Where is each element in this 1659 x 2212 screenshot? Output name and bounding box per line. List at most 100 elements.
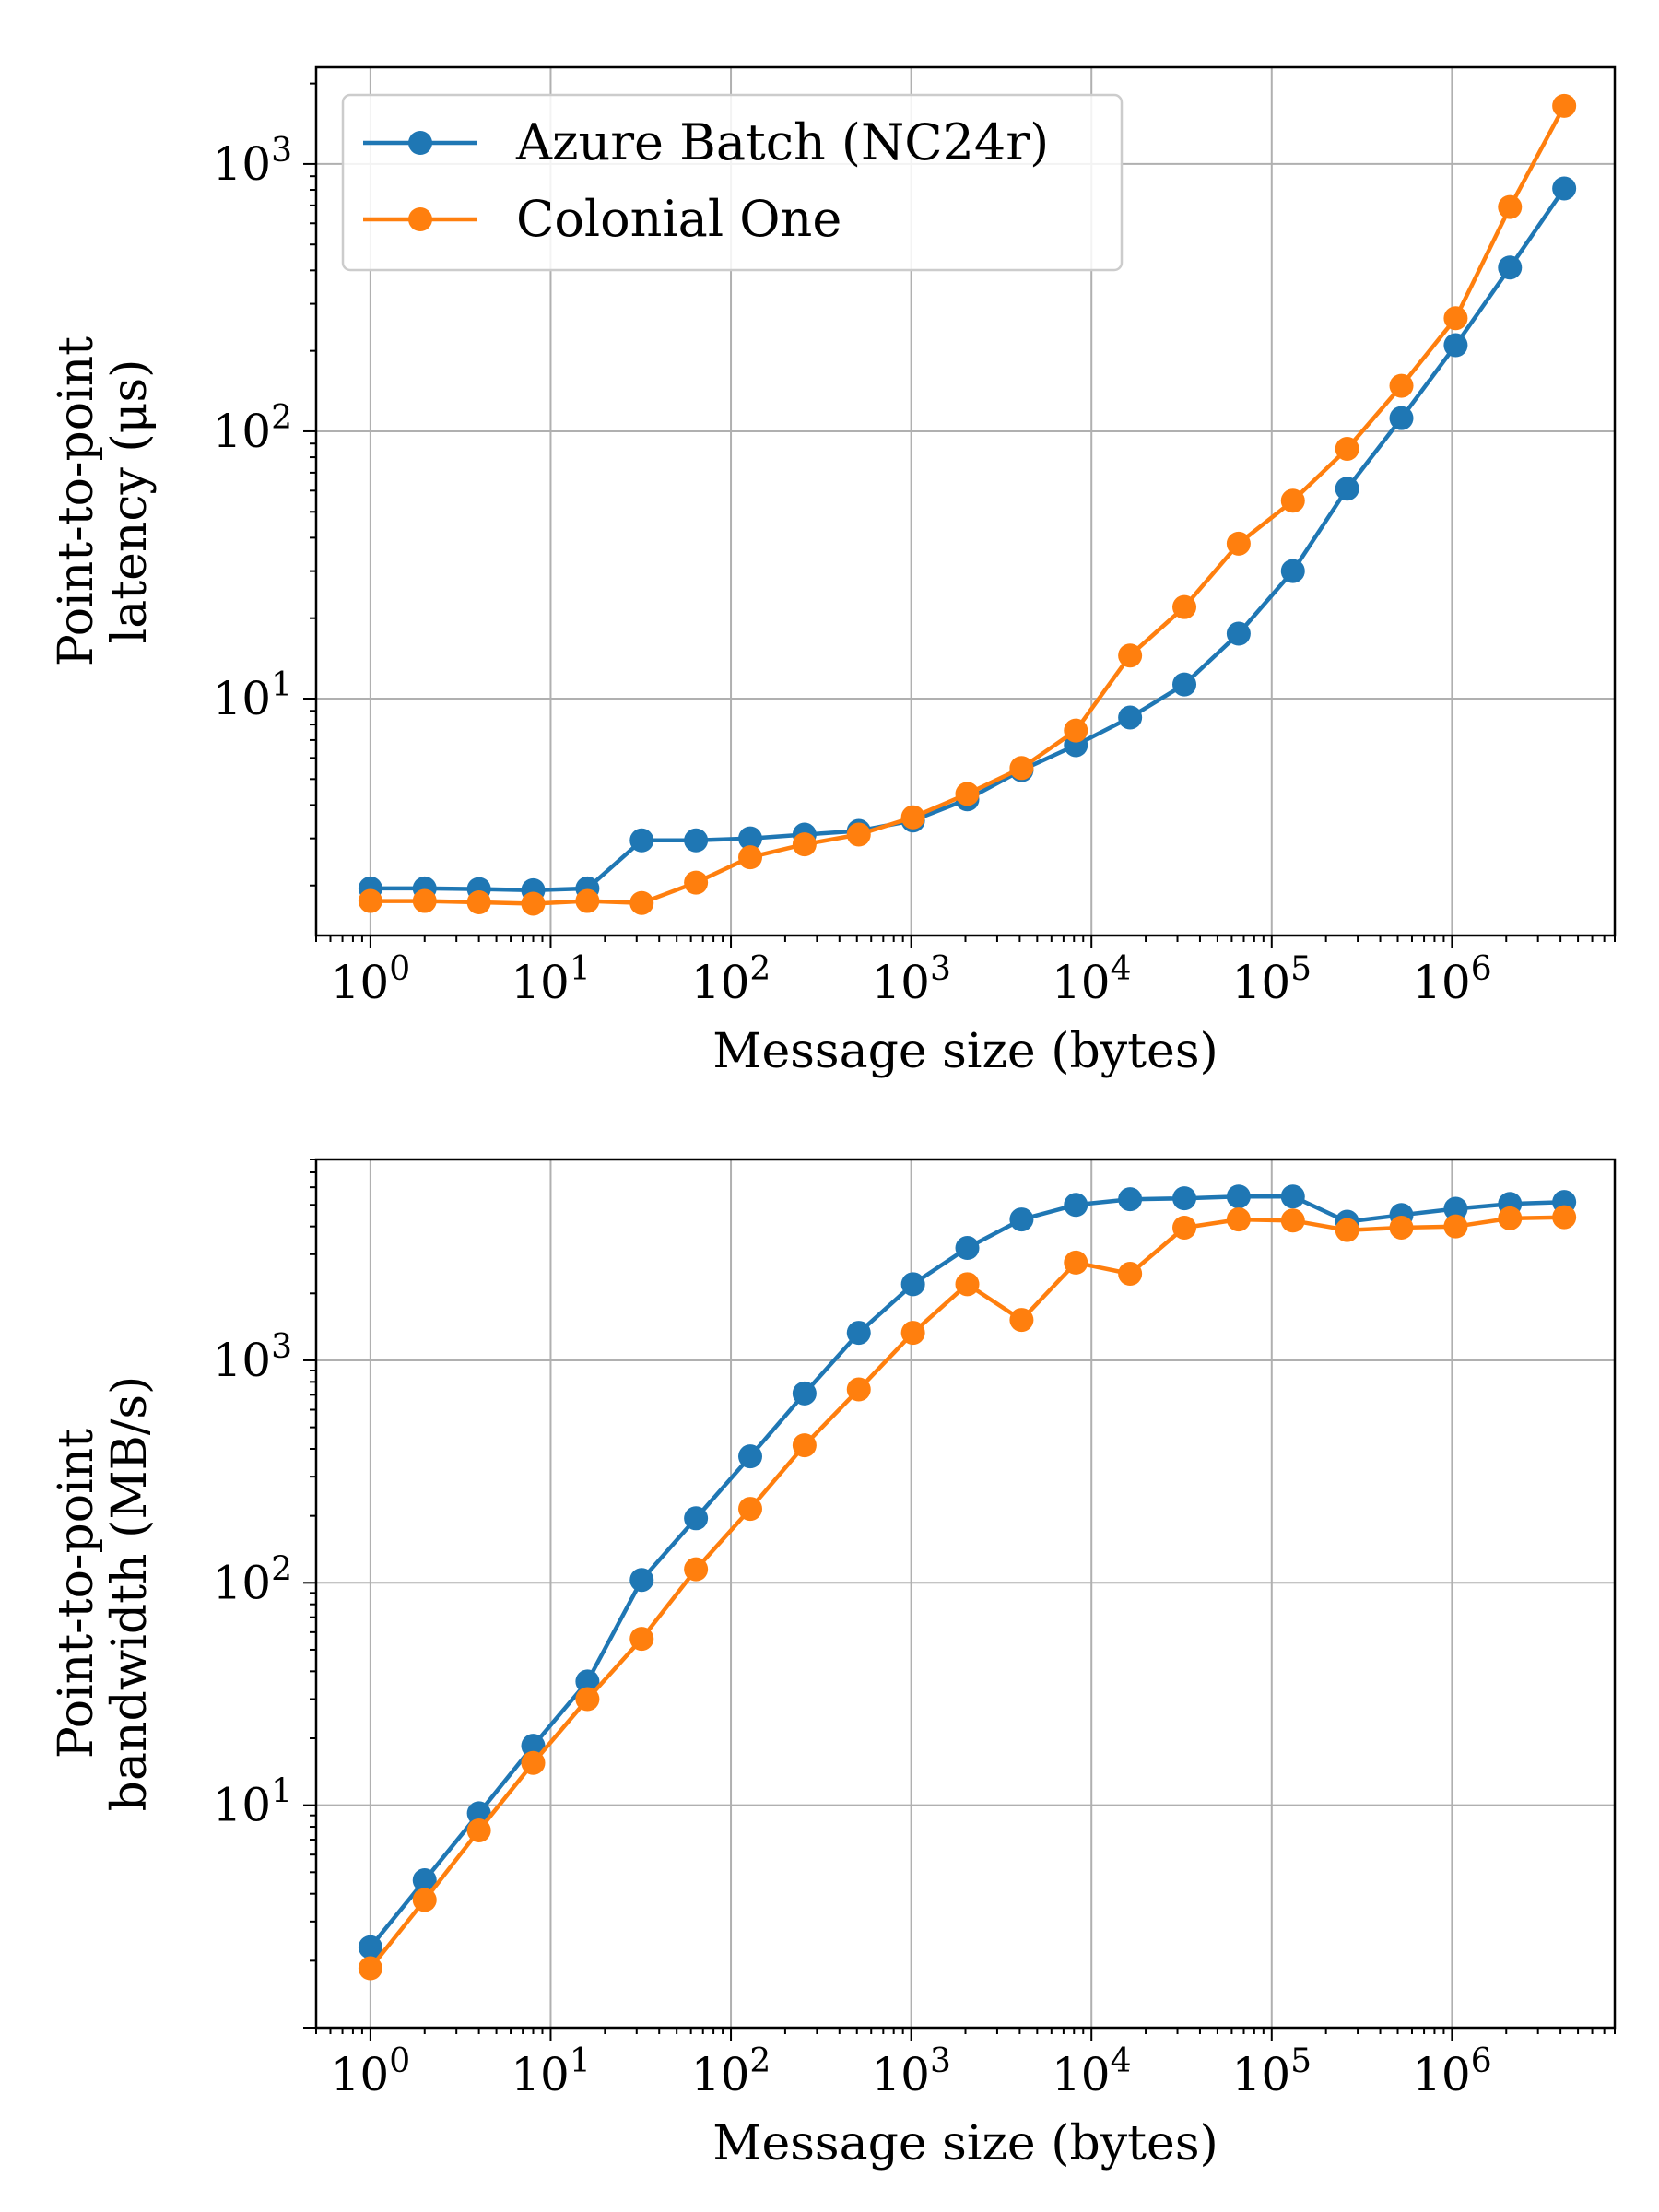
data-point	[1280, 559, 1305, 583]
data-point	[900, 1272, 925, 1297]
data-point	[1389, 1215, 1414, 1240]
data-point	[1009, 1308, 1034, 1333]
data-point	[738, 1444, 763, 1469]
data-point	[521, 891, 546, 916]
data-point	[521, 1734, 546, 1759]
data-point	[1226, 621, 1251, 646]
x-tick-label: 104	[1052, 2042, 1132, 2101]
data-point	[1064, 1193, 1088, 1218]
data-point	[412, 1888, 437, 1912]
plot-frame	[314, 65, 1617, 937]
y-axis-label: Point-to-pointbandwidth (MB/s)	[49, 1376, 158, 1812]
data-point	[1552, 176, 1577, 201]
data-point	[955, 1272, 980, 1297]
x-tick-label: 105	[1232, 950, 1312, 1009]
data-point	[575, 1669, 600, 1694]
bandwidth-chart: 100 101 102 103 104 105 106 101 102 103 Message si…	[49, 1158, 1617, 2171]
data-point	[1443, 333, 1468, 358]
x-tick-label: 100	[331, 950, 411, 1009]
data-point	[846, 1321, 871, 1346]
data-point	[629, 1568, 654, 1593]
data-point	[792, 1433, 817, 1458]
data-point	[792, 1381, 817, 1406]
data-point	[955, 1236, 980, 1261]
data-point	[1443, 1214, 1468, 1239]
data-point	[412, 888, 437, 913]
data-point	[1118, 1187, 1143, 1212]
y-tick-label: 102	[212, 1550, 292, 1609]
x-tick-label: 102	[691, 950, 771, 1009]
y-tick-label: 103	[212, 132, 292, 191]
data-point	[575, 1687, 600, 1712]
data-point	[466, 890, 491, 915]
data-point	[575, 888, 600, 913]
data-point	[1498, 1206, 1523, 1230]
data-point	[1118, 705, 1143, 730]
data-point	[1498, 194, 1523, 219]
y-tick-label: 101	[212, 1773, 292, 1832]
data-point	[738, 845, 763, 870]
data-point	[1443, 306, 1468, 331]
data-point	[412, 1868, 437, 1893]
data-point	[1335, 1218, 1359, 1242]
data-point	[1226, 1184, 1251, 1209]
data-point	[846, 1377, 871, 1402]
data-point	[1389, 406, 1414, 430]
x-tick-label: 104	[1052, 950, 1132, 1009]
legend-marker-1	[408, 207, 432, 231]
data-point	[1118, 1262, 1143, 1287]
data-point	[1552, 93, 1577, 118]
data-point	[1389, 373, 1414, 398]
data-point	[1498, 255, 1523, 280]
data-point	[1064, 718, 1088, 743]
data-point	[955, 782, 980, 806]
legend-label-1: Colonial One	[516, 190, 841, 248]
data-point	[1552, 1205, 1577, 1230]
data-point	[1335, 436, 1359, 461]
legend-label-0: Azure Batch (NC24r)	[515, 113, 1049, 171]
latency-chart: 100 101 102 103 104 105 106 101 102 103 Message si…	[49, 65, 1617, 1079]
data-point	[738, 1497, 763, 1522]
y-tick-label: 102	[212, 399, 292, 458]
data-point	[1280, 488, 1305, 513]
data-point	[1172, 1186, 1197, 1211]
data-point	[521, 1750, 546, 1775]
x-tick-label: 101	[511, 2042, 591, 2101]
x-tick-label: 103	[871, 950, 951, 1009]
data-point	[900, 805, 925, 830]
y-tick-label: 103	[212, 1328, 292, 1387]
x-tick-label: 106	[1412, 2042, 1492, 2101]
data-point	[629, 890, 654, 915]
y-axis-label: Point-to-pointlatency (μs)	[49, 336, 158, 666]
x-tick-label: 100	[331, 2042, 411, 2101]
data-point	[1172, 672, 1197, 697]
data-point	[358, 1935, 382, 1959]
data-point	[1226, 1207, 1251, 1232]
y-tick-label: 101	[212, 666, 292, 725]
data-point	[1172, 594, 1197, 619]
data-point	[629, 828, 654, 853]
data-point	[1280, 1208, 1305, 1233]
x-axis-label: Message size (bytes)	[712, 1024, 1218, 1079]
data-point	[466, 1801, 491, 1826]
data-point	[684, 1557, 709, 1582]
x-tick-label: 105	[1232, 2042, 1312, 2101]
data-point	[1009, 756, 1034, 781]
data-point	[1009, 1207, 1034, 1232]
data-point	[684, 828, 709, 853]
data-point	[358, 888, 382, 913]
data-point	[792, 832, 817, 857]
data-point	[629, 1627, 654, 1652]
data-point	[900, 1321, 925, 1346]
data-point	[1064, 1250, 1088, 1275]
x-tick-label: 103	[871, 2042, 951, 2101]
data-point	[1335, 477, 1359, 501]
x-tick-label: 102	[691, 2042, 771, 2101]
x-axis-label: Message size (bytes)	[712, 2116, 1218, 2171]
data-point	[684, 1506, 709, 1531]
legend: Azure Batch (NC24r) Colonial One	[341, 93, 1124, 272]
legend-marker-0	[408, 131, 432, 155]
data-point	[358, 1956, 382, 1981]
